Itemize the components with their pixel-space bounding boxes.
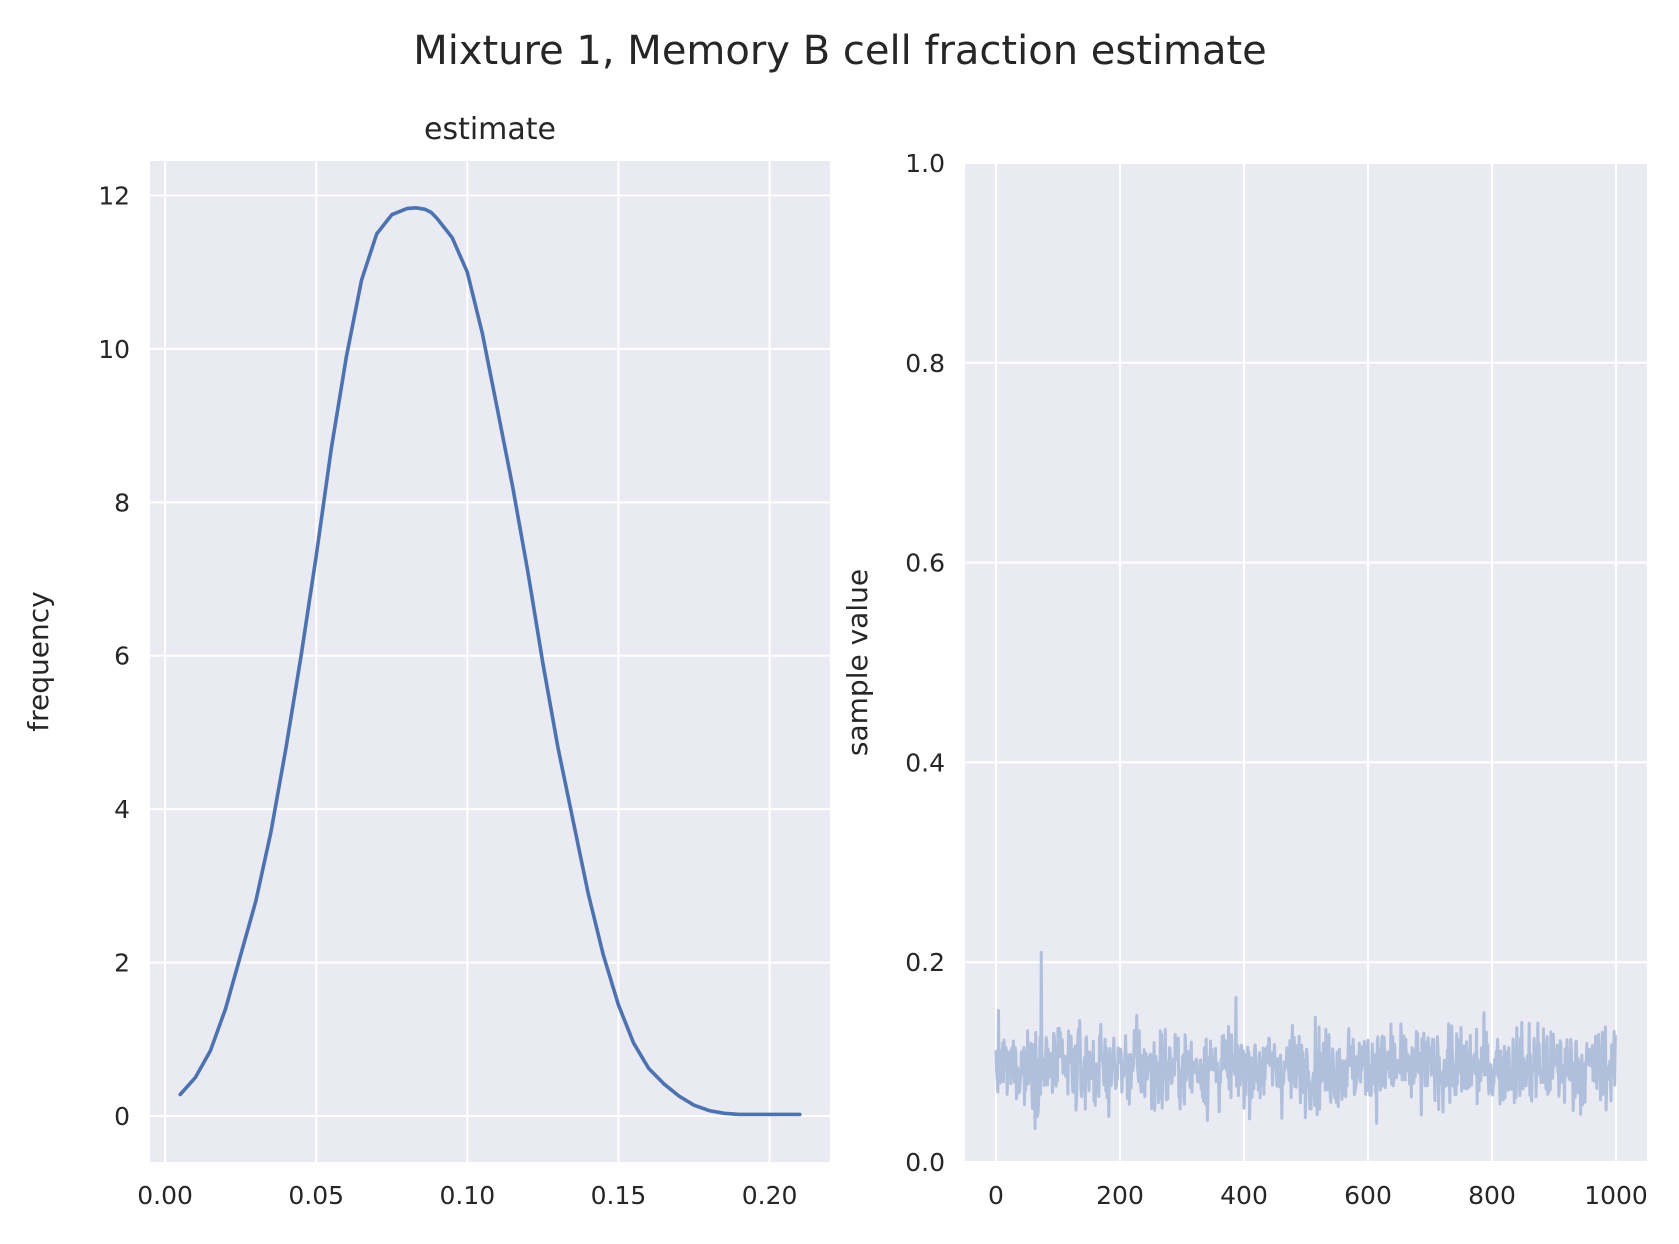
p1-x-tick-label: 0.20 bbox=[742, 1181, 798, 1210]
p1-x-tick-label: 0.15 bbox=[591, 1181, 647, 1210]
trace-y-axis-label: sample value bbox=[841, 569, 874, 756]
p2-x-tick-label: 600 bbox=[1344, 1181, 1392, 1210]
p2-x-tick-label: 400 bbox=[1220, 1181, 1268, 1210]
p1-y-tick-label: 4 bbox=[114, 795, 130, 824]
p2-x-tick-label: 200 bbox=[1096, 1181, 1144, 1210]
kde-line bbox=[178, 206, 802, 1117]
p2-y-tick-label: 0.4 bbox=[905, 748, 945, 777]
p2-y-tick-label: 0.2 bbox=[905, 948, 945, 977]
kde-panel: estimate frequency 0.00 0.05 0.10 0.15 0.20 … bbox=[22, 112, 830, 1210]
p2-y-tick-label: 0.0 bbox=[905, 1148, 945, 1177]
p1-y-tick-label: 8 bbox=[114, 488, 130, 517]
kde-plot-area bbox=[150, 161, 830, 1162]
trace-gridlines bbox=[965, 162, 1647, 1163]
p1-y-tick-label: 0 bbox=[114, 1102, 130, 1131]
p2-y-tick-label: 0.8 bbox=[905, 349, 945, 378]
p2-x-tick-label: 800 bbox=[1468, 1181, 1516, 1210]
p1-y-tick-label: 6 bbox=[114, 642, 130, 671]
trace-y-ticks: 0.0 0.2 0.4 0.6 0.8 1.0 bbox=[905, 149, 945, 1177]
p1-y-tick-label: 2 bbox=[114, 949, 130, 978]
kde-title: estimate bbox=[424, 112, 556, 147]
p2-y-tick-label: 0.6 bbox=[905, 549, 945, 578]
p1-x-tick-label: 0.10 bbox=[439, 1181, 495, 1210]
trace-panel: sample value 0 200 400 600 800 1000 0.0 0.2 0.4… bbox=[841, 149, 1648, 1210]
kde-gridlines bbox=[150, 161, 830, 1162]
figure-suptitle: Mixture 1, Memory B cell fraction estima… bbox=[413, 28, 1267, 74]
kde-y-axis-label: frequency bbox=[22, 591, 55, 731]
p1-x-tick-label: 0.05 bbox=[288, 1181, 344, 1210]
trace-line bbox=[994, 950, 1617, 1131]
p2-x-tick-label: 0 bbox=[988, 1181, 1004, 1210]
kde-x-ticks: 0.00 0.05 0.10 0.15 0.20 bbox=[137, 1181, 797, 1210]
p2-y-tick-label: 1.0 bbox=[905, 149, 945, 178]
kde-y-ticks: 0 2 4 6 8 10 12 bbox=[98, 182, 130, 1131]
p1-y-tick-label: 12 bbox=[98, 182, 130, 211]
p1-y-tick-label: 10 bbox=[98, 335, 130, 364]
trace-plot-area bbox=[965, 163, 1647, 1162]
trace-x-ticks: 0 200 400 600 800 1000 bbox=[988, 1181, 1648, 1210]
p2-x-tick-label: 1000 bbox=[1584, 1181, 1648, 1210]
p1-x-tick-label: 0.00 bbox=[137, 1181, 193, 1210]
